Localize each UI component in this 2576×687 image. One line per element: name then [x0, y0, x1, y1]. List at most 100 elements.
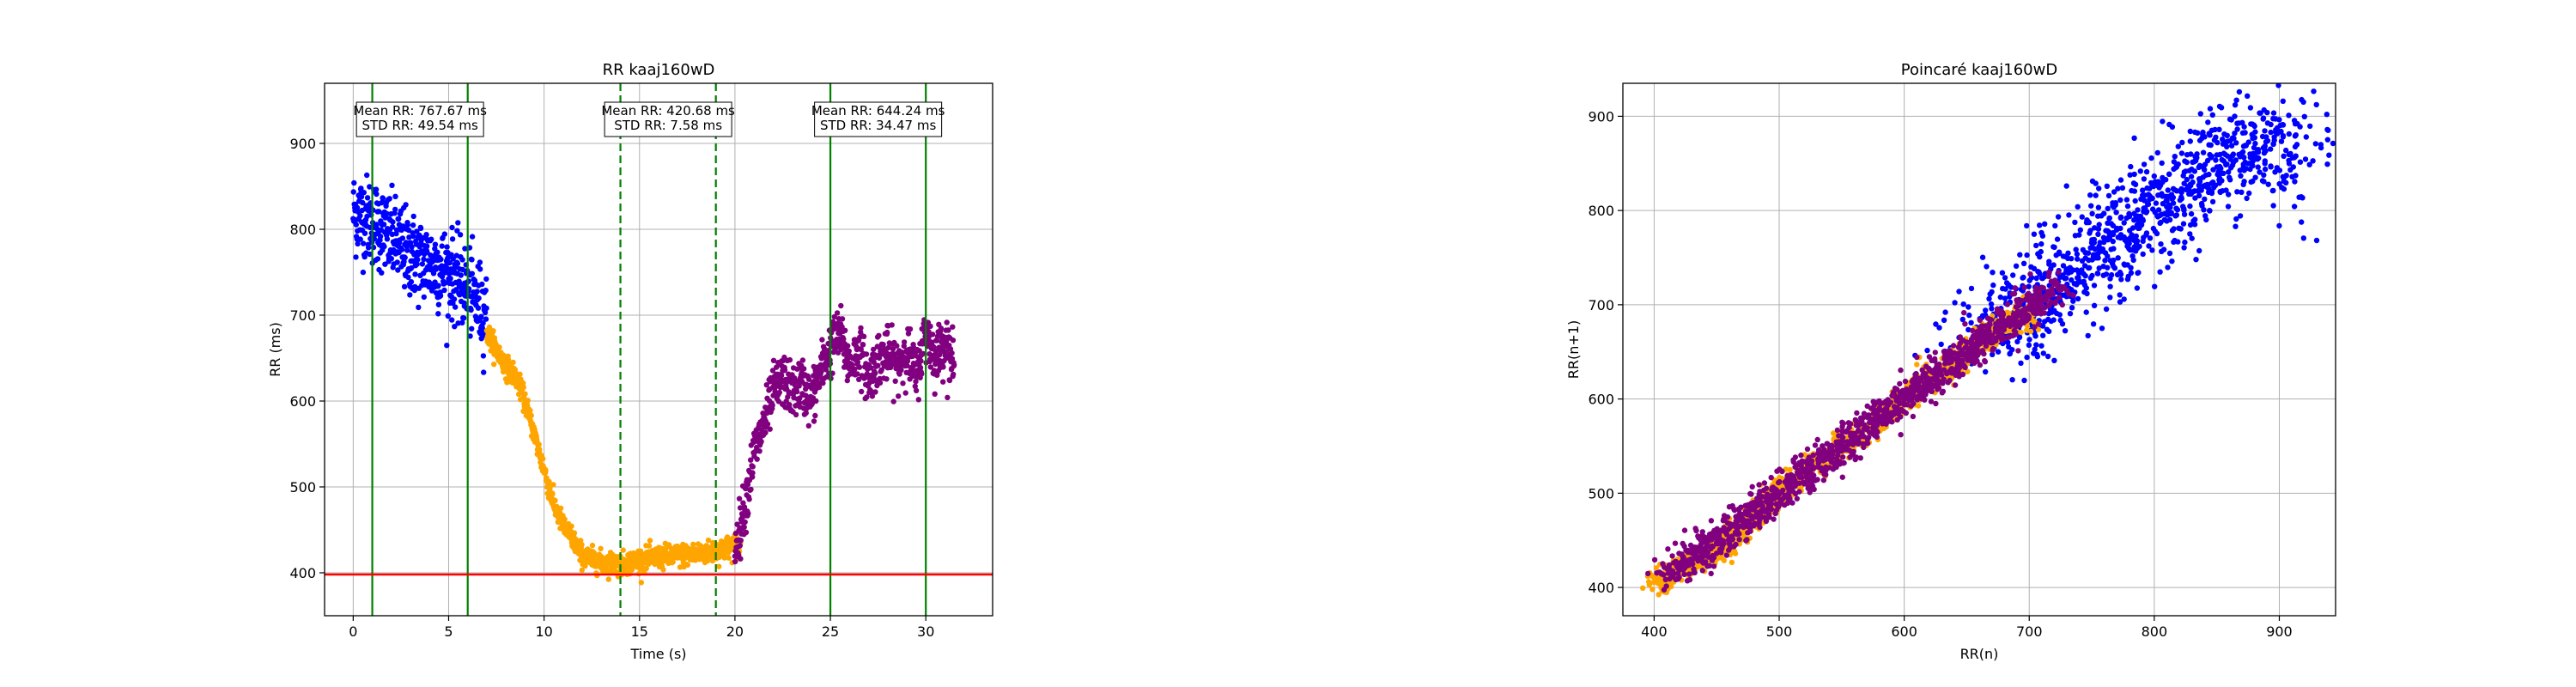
data-point: [2178, 226, 2184, 232]
data-point: [2283, 179, 2289, 185]
data-point: [904, 362, 910, 368]
data-point: [854, 371, 860, 377]
data-point: [1713, 550, 1720, 556]
data-point: [1646, 581, 1653, 588]
data-point: [2136, 270, 2142, 276]
data-point: [388, 256, 394, 262]
data-point: [1679, 559, 1685, 565]
data-point: [748, 457, 754, 463]
data-point: [738, 556, 744, 562]
data-point: [2232, 131, 2238, 137]
data-point: [476, 295, 482, 301]
data-point: [1745, 530, 1751, 536]
data-point: [2033, 342, 2039, 348]
data-point: [1792, 490, 1799, 496]
data-point: [2273, 129, 2279, 135]
annotation-box: [355, 101, 484, 137]
data-point: [2085, 332, 2091, 339]
data-point: [2020, 275, 2026, 281]
data-point: [2130, 257, 2136, 264]
data-point: [2292, 133, 2299, 139]
data-point: [2079, 258, 2086, 264]
data-point: [2237, 213, 2244, 219]
data-point: [496, 344, 502, 350]
data-point: [2216, 180, 2222, 186]
data-point: [2134, 222, 2141, 228]
data-point: [690, 541, 696, 548]
data-point: [1692, 569, 1698, 575]
data-point: [884, 376, 890, 382]
data-point: [1668, 569, 1674, 575]
data-point: [2324, 137, 2330, 143]
data-point: [2138, 222, 2145, 228]
data-point: [438, 256, 444, 263]
data-point: [2108, 246, 2114, 252]
data-point: [517, 371, 523, 377]
data-point: [2107, 283, 2113, 289]
data-point: [2299, 219, 2305, 225]
data-point: [2035, 326, 2042, 332]
data-point: [2134, 285, 2141, 291]
data-point: [2241, 124, 2247, 130]
data-point: [477, 259, 483, 265]
data-point: [1699, 529, 1706, 535]
data-point: [1749, 483, 1755, 489]
data-point: [894, 343, 900, 349]
data-point: [367, 184, 373, 190]
data-point: [392, 193, 398, 199]
data-point: [520, 380, 526, 386]
data-point: [2174, 207, 2181, 213]
data-point: [2145, 192, 2152, 198]
data-point: [2141, 176, 2148, 182]
data-point: [2016, 334, 2023, 341]
data-point: [2024, 222, 2030, 229]
data-point: [2123, 197, 2130, 203]
data-point: [2024, 354, 2030, 361]
data-point: [384, 210, 390, 217]
data-point: [491, 362, 497, 368]
series-0: [350, 172, 489, 375]
data-point: [943, 338, 950, 344]
data-point: [2251, 144, 2257, 151]
data-point: [483, 305, 489, 312]
data-point: [2160, 174, 2166, 181]
data-point: [2088, 203, 2094, 209]
data-point: [890, 346, 896, 352]
data-point: [358, 193, 365, 200]
data-point: [1651, 556, 1658, 563]
data-point: [474, 289, 480, 295]
data-point: [913, 387, 920, 393]
data-point: [482, 309, 489, 316]
data-point: [1987, 291, 1993, 297]
data-point: [2286, 131, 2292, 137]
data-point: [793, 411, 799, 418]
data-point: [2210, 179, 2216, 185]
data-point: [1777, 474, 1783, 481]
data-point: [898, 367, 904, 374]
data-point: [432, 241, 439, 247]
data-point: [1764, 514, 1770, 521]
data-point: [2127, 228, 2133, 234]
data-point: [2169, 228, 2176, 234]
data-point: [2180, 221, 2187, 227]
data-point: [1765, 511, 1772, 517]
data-point: [2302, 156, 2309, 162]
data-point: [2330, 140, 2336, 147]
data-point: [1772, 486, 1778, 492]
data-point: [2105, 205, 2111, 212]
data-point: [726, 555, 732, 561]
data-point: [803, 392, 809, 398]
data-point: [1968, 285, 1975, 292]
data-point: [2115, 185, 2121, 192]
data-point: [2117, 225, 2123, 232]
data-point: [364, 172, 370, 179]
data-point: [907, 326, 914, 332]
data-point: [2170, 200, 2177, 206]
data-point: [2131, 171, 2137, 178]
data-point: [2255, 164, 2261, 170]
data-point: [1721, 513, 1728, 519]
data-point: [2272, 116, 2279, 122]
data-point: [2067, 311, 2074, 317]
data-point: [737, 505, 744, 511]
